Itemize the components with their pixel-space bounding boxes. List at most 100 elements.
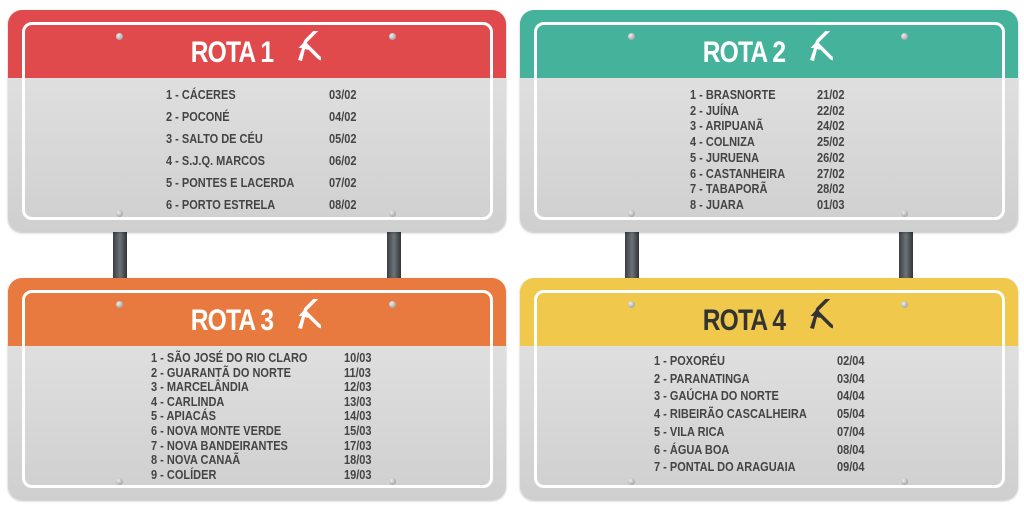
route-title: ROTA 2 bbox=[702, 36, 786, 69]
stop-name: 7 - NOVA BANDEIRANTES bbox=[151, 438, 288, 453]
stop-name: 2 - JUÍNA bbox=[690, 103, 739, 118]
stop-row: 3 - GAÚCHA DO NORTE 04/04 bbox=[654, 389, 865, 404]
stop-name: 6 - CASTANHEIRA bbox=[690, 166, 786, 181]
sign-frame bbox=[22, 290, 493, 488]
stop-date: 27/02 bbox=[816, 166, 845, 181]
stop-row: 8 - NOVA CANAÃ 18/03 bbox=[151, 453, 372, 468]
sign-post bbox=[899, 232, 913, 280]
stop-name: 8 - NOVA CANAÃ bbox=[151, 453, 241, 468]
stop-date: 04/04 bbox=[836, 389, 865, 404]
stop-row: 5 - APIACÁS 14/03 bbox=[151, 409, 372, 424]
route-sign-3: ROTA 3 1 - SÃO JOSÉ DO RIO CLARO 10/03 2 -… bbox=[8, 278, 506, 500]
route-title: ROTA 4 bbox=[702, 304, 786, 337]
stop-row: 7 - TABAPORÃ 28/02 bbox=[690, 182, 845, 197]
stop-date: 11/03 bbox=[343, 365, 371, 380]
stop-date: 05/02 bbox=[328, 132, 357, 146]
stop-row: 4 - S.J.Q. MARCOS 06/02 bbox=[166, 154, 357, 168]
bolt bbox=[116, 301, 123, 308]
route-sign-1: ROTA 1 1 - CÁCERES 03/02 2 - POCONÉ 04/02 3 … bbox=[8, 10, 506, 232]
stop-row: 5 - VILA RICA 07/04 bbox=[654, 424, 865, 439]
stop-name: 3 - SALTO DE CÉU bbox=[166, 132, 263, 146]
stop-date: 08/04 bbox=[836, 442, 865, 457]
stop-row: 7 - PONTAL DO ARAGUAIA 09/04 bbox=[654, 460, 865, 475]
route-sign-2: ROTA 2 1 - BRASNORTE 21/02 2 - JUÍNA 22/02 3… bbox=[520, 10, 1018, 232]
stop-row: 6 - ÁGUA BOA 08/04 bbox=[654, 443, 865, 457]
bolt bbox=[901, 478, 908, 485]
stop-name: 7 - PONTAL DO ARAGUAIA bbox=[654, 460, 796, 475]
stop-row: 3 - SALTO DE CÉU 05/02 bbox=[166, 132, 357, 146]
stop-name: 3 - MARCELÂNDIA bbox=[151, 380, 249, 395]
stop-date: 03/04 bbox=[836, 371, 865, 386]
stop-date: 26/02 bbox=[816, 150, 845, 165]
stop-row: 9 - COLÍDER 19/03 bbox=[151, 468, 372, 482]
route-arrow-diamond-icon bbox=[298, 31, 321, 61]
route-title: ROTA 1 bbox=[190, 36, 274, 69]
stop-name: 4 - CARLINDA bbox=[151, 394, 225, 409]
stop-row: 8 - JUARA 01/03 bbox=[690, 198, 845, 212]
stop-date: 21/02 bbox=[816, 88, 845, 102]
route-arrow-diamond-icon bbox=[810, 31, 833, 61]
stop-date: 28/02 bbox=[816, 182, 845, 197]
stop-name: 6 - NOVA MONTE VERDE bbox=[151, 424, 282, 438]
stop-date: 09/04 bbox=[836, 460, 865, 475]
stop-row: 4 - COLNIZA 25/02 bbox=[690, 135, 845, 150]
stop-row: 4 - CARLINDA 13/03 bbox=[151, 394, 372, 409]
stop-name: 4 - COLNIZA bbox=[690, 135, 755, 150]
stop-date: 24/02 bbox=[816, 119, 845, 134]
stop-date: 07/04 bbox=[836, 424, 865, 439]
stop-name: 5 - PONTES E LACERDA bbox=[166, 176, 295, 190]
stop-date: 03/02 bbox=[328, 88, 357, 102]
stop-row: 1 - CÁCERES 03/02 bbox=[166, 88, 357, 102]
stop-name: 5 - JURUENA bbox=[690, 150, 760, 165]
stop-date: 19/03 bbox=[343, 467, 372, 482]
sign-header-band bbox=[520, 10, 1018, 78]
bolt bbox=[628, 33, 635, 40]
sign-header-band bbox=[520, 278, 1018, 346]
stop-name: 7 - TABAPORÃ bbox=[690, 182, 768, 197]
stop-name: 2 - GUARANTÃ DO NORTE bbox=[151, 365, 291, 380]
stop-date: 18/03 bbox=[343, 453, 372, 468]
stop-row: 2 - POCONÉ 04/02 bbox=[166, 110, 357, 124]
stop-date: 08/02 bbox=[328, 198, 357, 212]
stop-row: 4 - RIBEIRÃO CASCALHEIRA 05/04 bbox=[654, 407, 865, 422]
stop-date: 25/02 bbox=[816, 135, 845, 150]
stop-row: 5 - PONTES E LACERDA 07/02 bbox=[166, 176, 357, 190]
sign-post bbox=[113, 232, 127, 280]
sign-post bbox=[387, 232, 401, 280]
stop-name: 3 - ARIPUANÃ bbox=[690, 119, 764, 134]
stop-row: 2 - PARANATINGA 03/04 bbox=[654, 371, 865, 386]
bolt bbox=[901, 301, 908, 308]
bolt bbox=[389, 301, 396, 308]
route-arrow-diamond-icon bbox=[810, 299, 833, 329]
stop-date: 17/03 bbox=[343, 438, 372, 453]
stop-name: 4 - RIBEIRÃO CASCALHEIRA bbox=[654, 407, 807, 422]
stop-date: 02/04 bbox=[836, 354, 865, 368]
stop-row: 1 - POXORÉU 02/04 bbox=[654, 354, 865, 368]
sign-frame bbox=[22, 22, 493, 220]
stop-name: 1 - SÃO JOSÉ DO RIO CLARO bbox=[151, 351, 308, 365]
stop-name: 5 - APIACÁS bbox=[151, 409, 216, 424]
stop-date: 15/03 bbox=[343, 424, 372, 438]
stop-row: 3 - MARCELÂNDIA 12/03 bbox=[151, 380, 372, 395]
sign-frame bbox=[534, 290, 1005, 488]
stop-date: 13/03 bbox=[343, 394, 372, 409]
sign-post bbox=[625, 232, 639, 280]
bolt bbox=[116, 33, 123, 40]
bolt bbox=[628, 478, 635, 485]
bolt bbox=[901, 210, 908, 217]
stop-name: 1 - BRASNORTE bbox=[690, 88, 776, 102]
stop-row: 2 - GUARANTÃ DO NORTE 11/03 bbox=[151, 365, 371, 380]
bolt bbox=[628, 210, 635, 217]
stop-name: 3 - GAÚCHA DO NORTE bbox=[654, 389, 779, 404]
sign-header-band bbox=[8, 10, 506, 78]
stop-date: 04/02 bbox=[328, 110, 357, 124]
stop-name: 2 - PARANATINGA bbox=[654, 371, 750, 386]
stop-date: 05/04 bbox=[836, 407, 865, 422]
stop-date: 07/02 bbox=[328, 176, 357, 190]
route-sign-4: ROTA 4 1 - POXORÉU 02/04 2 - PARANATINGA 03… bbox=[520, 278, 1018, 500]
stop-name: 4 - S.J.Q. MARCOS bbox=[166, 154, 266, 168]
bolt bbox=[116, 478, 123, 485]
stop-name: 5 - VILA RICA bbox=[654, 424, 725, 439]
stop-row: 5 - JURUENA 26/02 bbox=[690, 150, 845, 165]
stop-row: 1 - BRASNORTE 21/02 bbox=[690, 88, 845, 102]
